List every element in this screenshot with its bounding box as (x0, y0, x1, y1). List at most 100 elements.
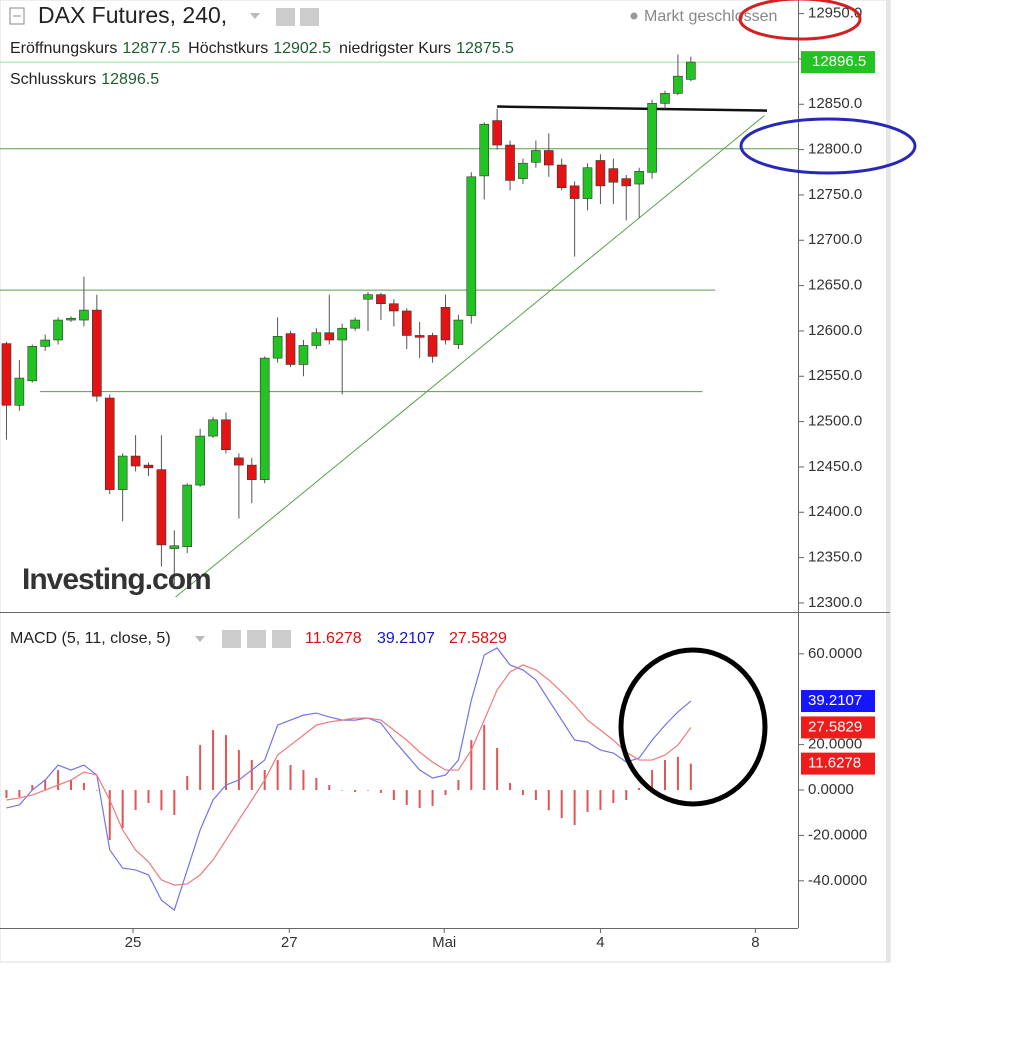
histogram-bar (625, 790, 628, 801)
candle-body (272, 336, 283, 359)
eye-icon[interactable] (276, 8, 295, 26)
histogram-bar (664, 760, 666, 791)
candle-body (569, 185, 580, 199)
candle-body (92, 309, 102, 397)
dropdown-icon[interactable] (195, 636, 205, 642)
open-value: 12877.5 (122, 40, 180, 57)
histogram-bar (18, 790, 21, 798)
y-tick-label: 12850.0 (808, 95, 862, 112)
candle-body (259, 357, 270, 480)
histogram-bar (521, 790, 524, 796)
x-tick-label: Mai (432, 934, 456, 951)
candle-body (466, 176, 477, 316)
candle-body (182, 484, 193, 548)
histogram-bar (457, 780, 460, 791)
value-label: 39.2107 (808, 692, 862, 709)
candle-body (285, 333, 296, 365)
histogram-bar (418, 790, 421, 808)
macd-panel (5, 647, 692, 912)
chart-title: DAX Futures, 240, (38, 2, 227, 28)
scroll-strip (886, 0, 890, 962)
value-label-box (801, 716, 875, 739)
histogram-bar (470, 740, 473, 791)
histogram-bar (328, 785, 331, 791)
candle-body (311, 332, 322, 346)
low-value: 12875.5 (456, 40, 514, 57)
collapse-icon[interactable] (9, 7, 25, 25)
y-tick-label: 12700.0 (808, 231, 862, 248)
candle-body (414, 335, 425, 338)
y-tick-label: 12300.0 (808, 594, 862, 611)
y-tick-label: -20.0000 (808, 826, 867, 843)
histogram-bar (160, 790, 163, 811)
histogram-bar (134, 790, 137, 810)
candle-body (66, 317, 76, 321)
histogram-bar (237, 750, 240, 791)
candle-body (298, 345, 309, 365)
candle-body (324, 332, 335, 341)
histogram-bar (676, 756, 679, 791)
candle-body (104, 397, 115, 490)
y-tick-label: 12800.0 (808, 141, 862, 158)
histogram-value: 11.6278 (305, 630, 362, 647)
histogram-bar (276, 760, 279, 791)
highlight-ellipse (738, 0, 862, 41)
histogram-bar (534, 790, 537, 801)
y-tick-label: 20.0000 (808, 736, 862, 753)
eye-icon[interactable] (222, 630, 241, 648)
value-label: 27.5829 (808, 718, 862, 735)
candle-body (440, 307, 451, 341)
value-label: 11.6278 (808, 755, 861, 772)
y-tick-label: 12950.0 (808, 5, 862, 22)
histogram-bar (186, 775, 189, 791)
high-label: Höchstkurs (188, 40, 268, 57)
histogram-bar (147, 790, 150, 803)
close-line: Schlusskurs 12896.5 (10, 71, 159, 88)
histogram-bar (612, 790, 615, 803)
histogram-bar (31, 785, 34, 791)
candle-body (363, 294, 373, 300)
candle-body (518, 162, 528, 179)
candle-body (156, 469, 167, 546)
histogram-bar (547, 790, 550, 811)
histogram-bar (367, 790, 370, 791)
market-status: Markt geschlossen (644, 8, 777, 25)
macd-line (6, 647, 692, 912)
histogram-bar (5, 790, 8, 798)
x-tick-label: 4 (596, 934, 604, 951)
y-tick-label: 12500.0 (808, 413, 862, 430)
candle-body (673, 75, 683, 94)
status-dot (630, 12, 638, 20)
dropdown-icon[interactable] (250, 13, 260, 19)
plot-area (0, 13, 804, 933)
candle-body (686, 61, 696, 80)
y-tick-label: 0.0000 (808, 781, 854, 798)
histogram-bar (199, 745, 202, 791)
histogram-bar (496, 748, 499, 791)
candle-body (53, 319, 63, 341)
high-value: 12902.5 (273, 40, 331, 57)
candle-body (208, 419, 218, 437)
value-label-box (801, 690, 875, 713)
histogram-bar (379, 790, 382, 793)
histogram-bar (573, 790, 576, 825)
histogram-bar (651, 770, 654, 791)
drawing-line (497, 105, 768, 112)
candle-body (27, 346, 38, 382)
y-tick-label: 12450.0 (808, 458, 862, 475)
candle-body (350, 319, 360, 329)
value-label-box (801, 752, 875, 775)
price-label-box (801, 51, 875, 74)
close-icon[interactable] (272, 630, 291, 648)
histogram-bar (173, 790, 176, 815)
candle-body (195, 435, 205, 486)
candle-body (389, 303, 399, 312)
signal-value: 27.5829 (449, 630, 507, 647)
histogram-bar (586, 790, 589, 813)
settings-icon[interactable] (300, 8, 319, 26)
histogram-bar (599, 790, 602, 810)
y-tick-label: 12350.0 (808, 549, 862, 566)
candle-body (130, 455, 141, 467)
price-label: 12896.5 (812, 53, 866, 70)
settings-icon[interactable] (247, 630, 266, 648)
